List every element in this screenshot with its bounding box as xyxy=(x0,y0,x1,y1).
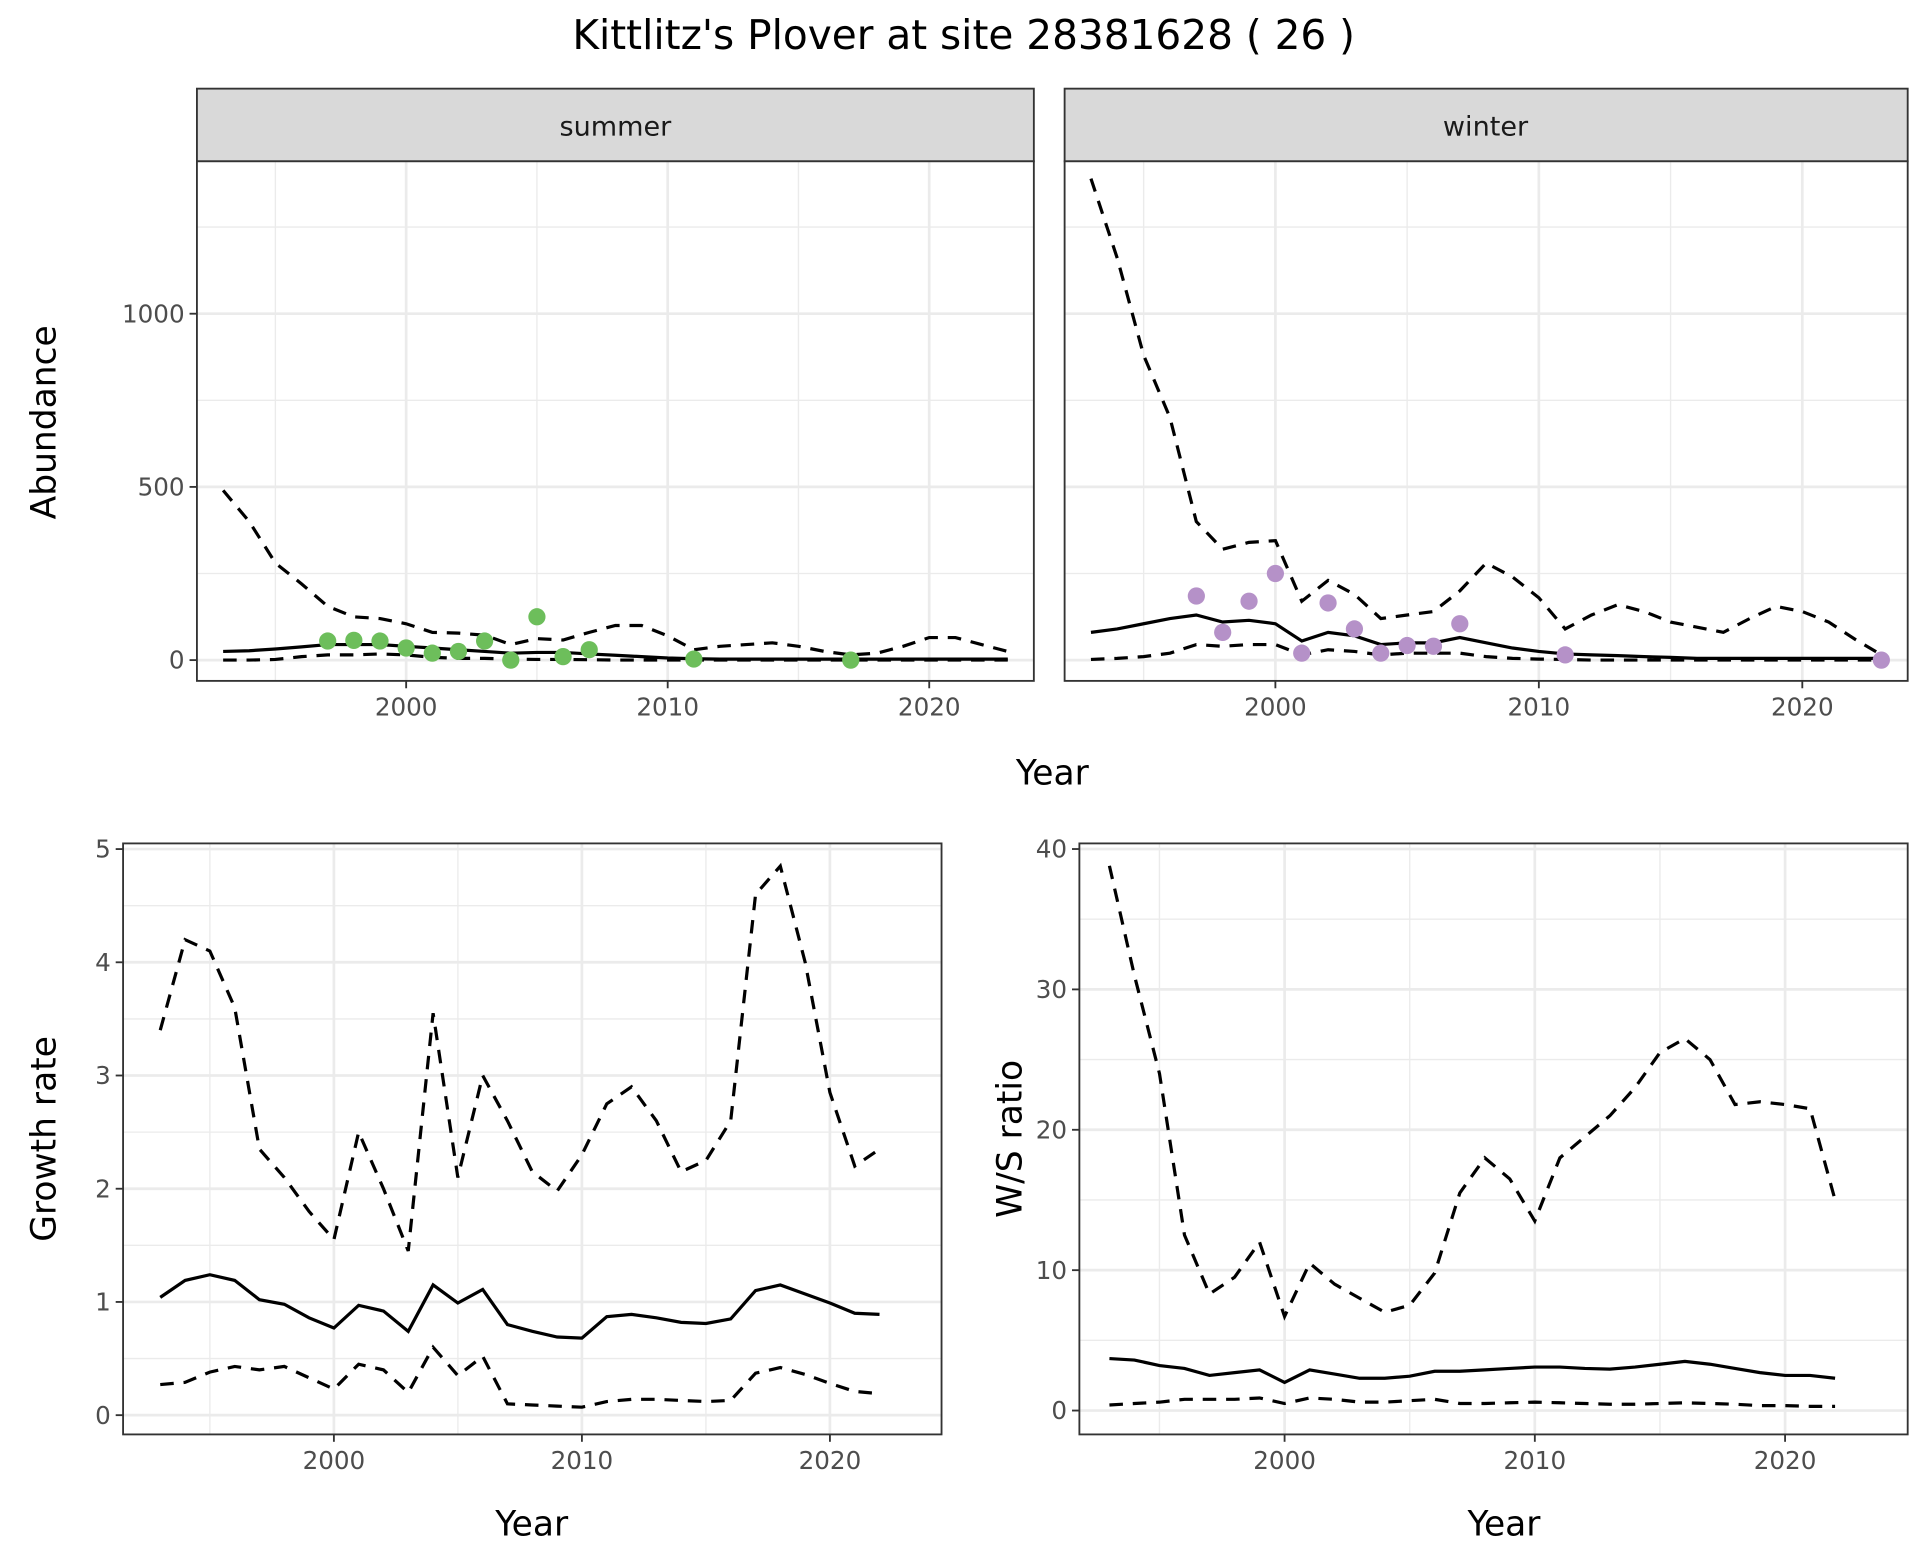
strip-winter-bg xyxy=(1063,87,1909,163)
observation-point xyxy=(1293,644,1311,662)
observation-point xyxy=(1424,637,1443,655)
strip-winter-label: winter xyxy=(1443,111,1529,142)
observation-point xyxy=(1345,620,1364,638)
y-tick-label: 5 xyxy=(95,835,111,864)
lower-bound-line xyxy=(1090,642,1882,662)
observation-point xyxy=(685,650,703,668)
observation-point xyxy=(1187,587,1205,605)
top-y-axis-label: Abundance xyxy=(24,325,64,519)
observation-point xyxy=(580,641,598,659)
y-tick-label: 10 xyxy=(1036,1256,1067,1285)
plot-background xyxy=(1079,843,1908,1435)
y-tick-label: 40 xyxy=(1036,835,1067,864)
observation-point xyxy=(1214,623,1232,642)
observation-point xyxy=(1240,592,1258,610)
observation-point xyxy=(842,651,860,669)
observation-point xyxy=(397,639,415,657)
mean-line xyxy=(159,1273,880,1340)
x-tick-label: 2000 xyxy=(375,692,438,721)
x-tick-label: 2010 xyxy=(551,1446,614,1475)
y-tick-label: 0 xyxy=(1051,1396,1067,1425)
observation-point xyxy=(1398,636,1416,655)
top-x-axis-label: Year xyxy=(1015,753,1090,793)
observation-point xyxy=(476,632,494,650)
observation-point xyxy=(371,632,389,650)
x-tick-label: 2020 xyxy=(1771,692,1834,721)
observation-point xyxy=(1556,646,1574,664)
y-tick-label: 20 xyxy=(1036,1115,1067,1144)
growth-x-axis-label: Year xyxy=(494,1504,569,1544)
strip-summer-bg xyxy=(196,87,1035,163)
panel-growth-rate: 2000 2010 2020 0 1 2 3 4 5 xyxy=(95,835,943,1475)
observation-point xyxy=(1451,615,1469,633)
x-tick-label: 2000 xyxy=(303,1446,366,1475)
x-tick-label: 2000 xyxy=(1253,1446,1316,1475)
observation-point xyxy=(1872,651,1890,669)
observation-point xyxy=(1266,564,1284,583)
observation-point xyxy=(1319,594,1337,612)
panel-border xyxy=(1063,160,1909,682)
panel-w-s-ratio: 2000 2010 2020 0 10 20 30 40 xyxy=(1036,835,1909,1475)
strip-summer-label: summer xyxy=(559,111,672,142)
figure-title: Kittlitz's Plover at site 28381628 ( 26 … xyxy=(572,11,1355,59)
y-tick-label: 4 xyxy=(95,948,111,977)
ws-y-axis-label: W/S ratio xyxy=(991,1060,1031,1218)
y-tick-label: 500 xyxy=(138,473,185,502)
mean-line xyxy=(1090,613,1882,660)
y-tick-label: 1 xyxy=(95,1288,111,1317)
ws-x-axis-label: Year xyxy=(1467,1504,1542,1544)
upper-bound-line xyxy=(1107,865,1837,1321)
upper-bound-line xyxy=(221,489,1009,657)
y-tick-label: 0 xyxy=(169,646,185,675)
x-tick-label: 2020 xyxy=(799,1446,862,1475)
y-tick-label: 2 xyxy=(95,1174,111,1203)
panel-summer: 2000 2010 2020 0 500 1000 xyxy=(122,160,1035,721)
x-tick-label: 2010 xyxy=(1508,692,1571,721)
growth-y-axis-label: Growth rate xyxy=(24,1036,64,1242)
panel-border xyxy=(122,842,943,1436)
plot-background xyxy=(196,161,1034,681)
plot-background xyxy=(123,843,942,1435)
y-tick-label: 3 xyxy=(95,1061,111,1090)
observation-point xyxy=(345,631,363,649)
plot-background xyxy=(1064,161,1908,681)
observation-point xyxy=(528,608,546,626)
lower-bound-line xyxy=(160,1344,880,1409)
observation-point xyxy=(319,632,337,650)
x-tick-label: 2010 xyxy=(636,692,699,721)
panel-winter: 2000 2010 2020 xyxy=(1063,160,1909,721)
x-tick-label: 2020 xyxy=(1754,1446,1817,1475)
y-tick-label: 30 xyxy=(1036,975,1067,1004)
panel-border xyxy=(196,160,1035,682)
observation-point xyxy=(502,651,520,669)
panel-border xyxy=(1078,842,1909,1436)
mean-line xyxy=(1109,1356,1836,1385)
x-tick-label: 2000 xyxy=(1244,692,1307,721)
x-tick-label: 2020 xyxy=(898,692,961,721)
y-tick-label: 1000 xyxy=(122,299,185,328)
upper-bound-line xyxy=(158,862,881,1252)
observation-point xyxy=(423,644,441,662)
observation-point xyxy=(1372,644,1390,662)
observation-point xyxy=(449,642,468,661)
x-tick-label: 2010 xyxy=(1504,1446,1567,1475)
observation-point xyxy=(554,648,572,666)
lower-bound-line xyxy=(1109,1396,1836,1408)
y-tick-label: 0 xyxy=(95,1401,111,1430)
